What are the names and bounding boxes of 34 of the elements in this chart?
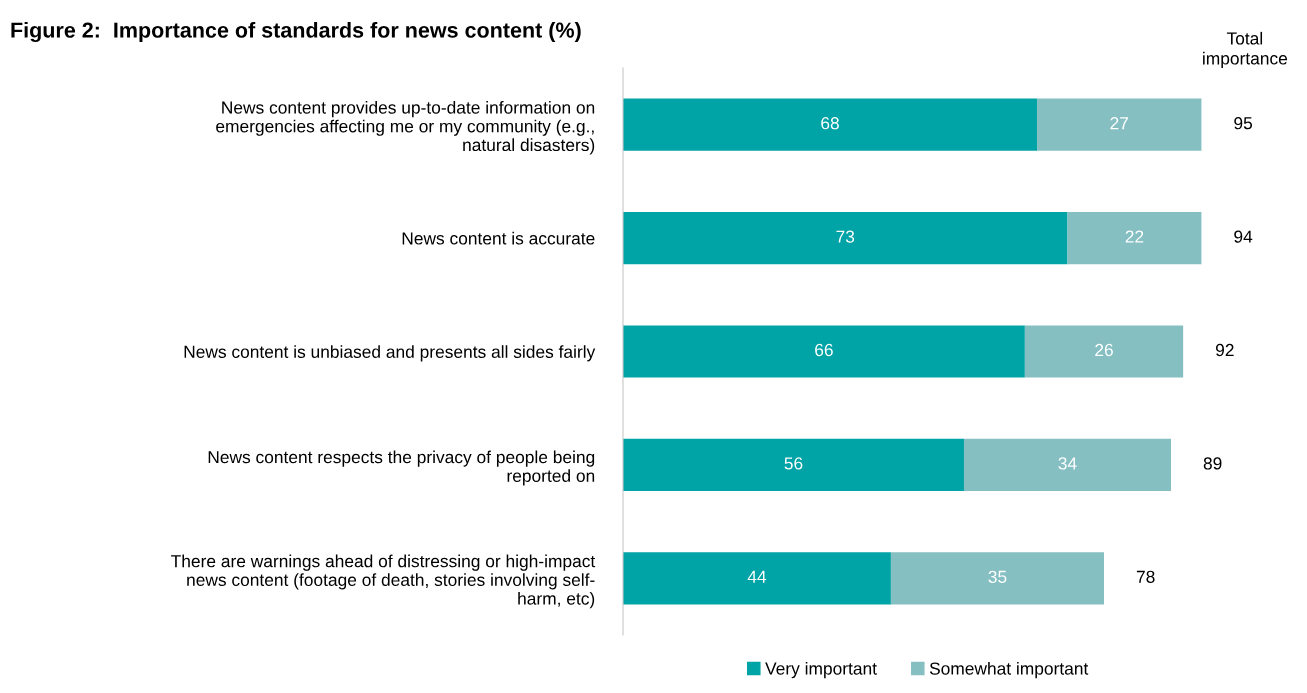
- bar: [1067, 212, 1202, 265]
- bar: [1024, 325, 1184, 378]
- text: Total importance: [1203, 31, 1288, 68]
- y-tick-label: News content is unbiased and presents all sides fairly: [184, 345, 596, 362]
- data-label: 44: [747, 570, 767, 583]
- bar: [623, 98, 1038, 151]
- y-tick-label: News content provides up-to-date information on emergencies affecting me or my community (e.g., natural disasters): [216, 100, 595, 155]
- data-label: 66: [815, 343, 833, 357]
- bar: [623, 438, 964, 491]
- total-label: 78: [1136, 570, 1155, 583]
- y-tick-label: News content respects the privacy of people being reported on: [208, 450, 595, 486]
- data-label: 73: [836, 230, 855, 243]
- data-label: 27: [1110, 117, 1129, 130]
- data-label: 35: [988, 570, 1007, 583]
- bar: [1037, 98, 1202, 151]
- legend-label: Very important: [765, 661, 877, 679]
- total-label: 95: [1234, 117, 1253, 130]
- text: Figure 2: Importance of standards for news content (%): [11, 21, 581, 43]
- data-label: 56: [784, 457, 803, 470]
- total-label: 92: [1215, 343, 1234, 357]
- data-label: 26: [1095, 343, 1113, 357]
- total-label: 94: [1234, 230, 1253, 243]
- bar: [890, 552, 1105, 605]
- data-label: 68: [821, 117, 839, 130]
- data-label: 22: [1125, 230, 1144, 243]
- bar: [623, 552, 891, 605]
- total-label: 89: [1203, 457, 1222, 470]
- y-tick-label: There are warnings ahead of distressing or high-impact news content (footage of death, stories involving self- harm, etc): [171, 554, 596, 609]
- legend-label: Somewhat important: [929, 661, 1089, 679]
- data-label: 34: [1058, 457, 1077, 470]
- bar: [623, 325, 1025, 378]
- bar: [963, 438, 1171, 491]
- bar: [623, 212, 1068, 265]
- y-tick-label: News content is accurate: [402, 231, 595, 245]
